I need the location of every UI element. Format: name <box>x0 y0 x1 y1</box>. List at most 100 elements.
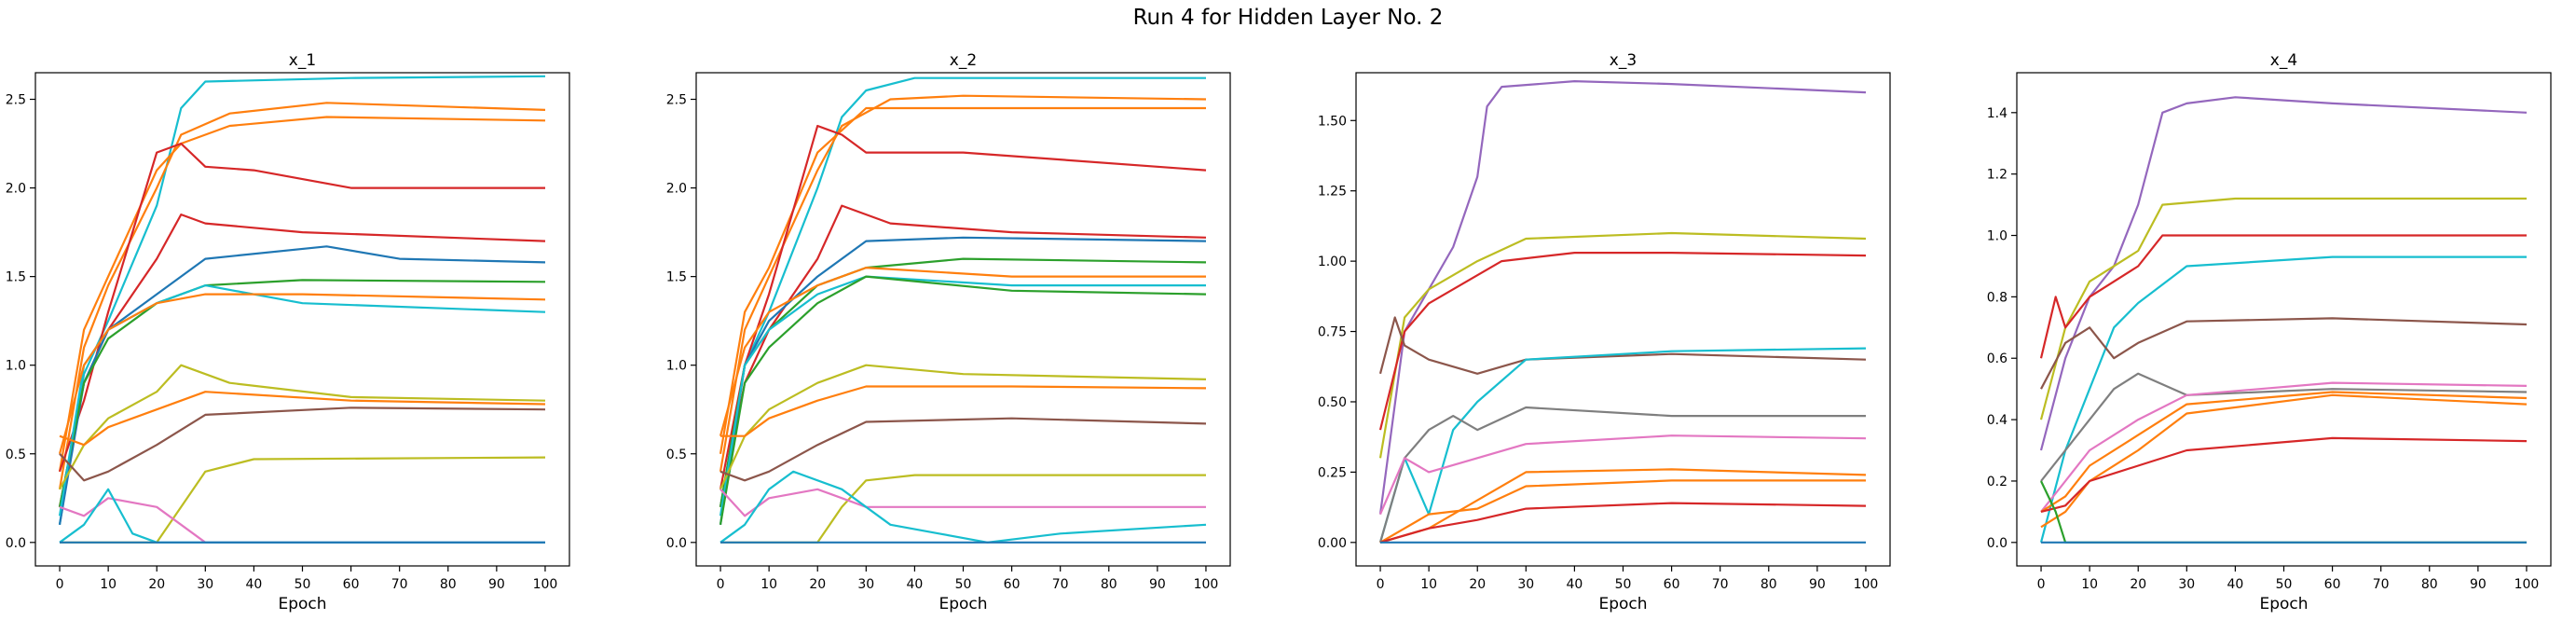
x-tick-label: 70 <box>391 577 408 592</box>
x-tick-label: 90 <box>488 577 505 592</box>
x-tick-label: 60 <box>2324 577 2341 592</box>
series-line-10 <box>719 267 1206 436</box>
x-tick-label: 90 <box>1809 577 1826 592</box>
x-tick-label: 90 <box>1149 577 1166 592</box>
x-axis-label: Epoch <box>278 595 326 613</box>
x-tick-label: 100 <box>1194 577 1219 592</box>
series-line-8 <box>719 275 1206 517</box>
series-line-11 <box>59 391 546 447</box>
x-tick-label: 50 <box>295 577 311 592</box>
x-tick-label: 40 <box>1566 577 1583 592</box>
y-tick-label: 1.00 <box>1318 255 1347 269</box>
series-line-14 <box>59 497 545 544</box>
x-tick-label: 0 <box>56 577 64 592</box>
y-tick-label: 2.0 <box>666 182 687 197</box>
series-line-5 <box>2040 317 2528 390</box>
x-axis-label: Epoch <box>1598 595 1647 613</box>
x-tick-label: 60 <box>1664 577 1680 592</box>
x-tick-label: 30 <box>1517 577 1534 592</box>
y-tick-label: 2.5 <box>666 93 687 108</box>
series-line-6 <box>1378 406 1866 544</box>
x-tick-label: 20 <box>148 577 165 592</box>
y-tick-label: 0.75 <box>1318 325 1347 340</box>
subplot-title: x_1 <box>289 51 316 70</box>
y-tick-label: 0.25 <box>1318 465 1347 480</box>
series-line-4 <box>58 142 545 473</box>
y-tick-label: 0.5 <box>6 448 26 462</box>
series-line-3 <box>2039 234 2527 359</box>
x-tick-label: 10 <box>1420 577 1437 592</box>
x-tick-label: 100 <box>2514 577 2540 592</box>
x-tick-label: 50 <box>2276 577 2293 592</box>
x-tick-label: 70 <box>1052 577 1069 592</box>
x-tick-label: 30 <box>197 577 213 592</box>
x-tick-label: 20 <box>1469 577 1486 592</box>
series-line-3 <box>58 116 546 472</box>
y-tick-label: 0.5 <box>666 448 687 462</box>
series-line-6 <box>719 236 1207 525</box>
x-tick-label: 80 <box>440 577 457 592</box>
y-tick-label: 0.2 <box>1987 475 2007 489</box>
series-line-9 <box>1379 479 1866 544</box>
series-line-3 <box>1378 252 1867 431</box>
series-line-14 <box>720 474 1206 544</box>
subplot-1: 0 10 20 30 40 50 60 70 80 90 100 0.0 0.5 1.0 1.5 2.0 2.5… <box>6 51 570 613</box>
series-line-11 <box>2040 480 2527 544</box>
x-tick-label: 10 <box>100 577 116 592</box>
series-line-9 <box>719 275 1207 525</box>
series-line-10 <box>2040 436 2528 513</box>
series-line-4 <box>2039 255 2527 544</box>
x-tick-label: 50 <box>955 577 972 592</box>
y-tick-label: 1.50 <box>1318 114 1347 129</box>
series-line-9 <box>58 293 546 455</box>
y-tick-label: 1.4 <box>1987 106 2007 121</box>
series-line-5 <box>719 204 1207 508</box>
series-line-6 <box>2040 372 2528 482</box>
x-tick-label: 10 <box>760 577 777 592</box>
x-tick-label: 70 <box>2373 577 2390 592</box>
y-tick-label: 1.0 <box>1987 229 2007 244</box>
series-line-13 <box>719 417 1207 482</box>
series-line-2 <box>1378 231 1867 459</box>
x-tick-label: 60 <box>343 577 360 592</box>
x-tick-label: 20 <box>809 577 826 592</box>
x-tick-label: 70 <box>1712 577 1729 592</box>
series-line-8 <box>2040 391 2528 513</box>
y-tick-label: 0.0 <box>666 536 687 551</box>
series-line-7 <box>2040 381 2528 513</box>
x-tick-label: 0 <box>1377 577 1385 592</box>
x-tick-label: 20 <box>2130 577 2146 592</box>
x-tick-label: 50 <box>1615 577 1632 592</box>
y-tick-label: 1.25 <box>1318 185 1347 200</box>
subplot-title: x_4 <box>2270 51 2297 70</box>
x-axis-label: Epoch <box>2259 595 2308 613</box>
subplot-4: 0 10 20 30 40 50 60 70 80 90 100 0.0 0.2 0.4 0.6 0.8 1.0… <box>1987 51 2552 613</box>
series-line-12 <box>720 385 1207 437</box>
series-line-1 <box>1378 79 1867 515</box>
x-tick-label: 40 <box>245 577 262 592</box>
series-line-4 <box>1378 316 1867 375</box>
y-tick-label: 0.6 <box>1987 351 2007 366</box>
x-tick-label: 80 <box>1761 577 1777 592</box>
series-line-5 <box>1378 347 1867 544</box>
y-tick-label: 1.5 <box>6 270 26 285</box>
y-tick-label: 2.5 <box>6 93 26 108</box>
x-tick-label: 90 <box>2470 577 2487 592</box>
series-line-10 <box>1379 502 1867 544</box>
y-tick-label: 0.4 <box>1987 413 2007 428</box>
x-tick-label: 100 <box>1854 577 1879 592</box>
x-tick-label: 0 <box>717 577 725 592</box>
x-tick-label: 10 <box>2081 577 2098 592</box>
series-line-16 <box>719 470 1207 544</box>
x-tick-label: 80 <box>2421 577 2438 592</box>
figure-title: Run 4 for Hidden Layer No. 2 <box>1132 6 1444 30</box>
x-tick-label: 60 <box>1004 577 1021 592</box>
y-tick-label: 1.0 <box>6 359 26 374</box>
y-tick-label: 0.0 <box>1987 536 2007 551</box>
x-tick-label: 40 <box>2227 577 2243 592</box>
series-line-13 <box>60 456 546 544</box>
y-tick-label: 1.2 <box>1987 168 2007 183</box>
y-tick-label: 0.50 <box>1318 395 1347 410</box>
y-tick-label: 0.8 <box>1987 290 2007 305</box>
